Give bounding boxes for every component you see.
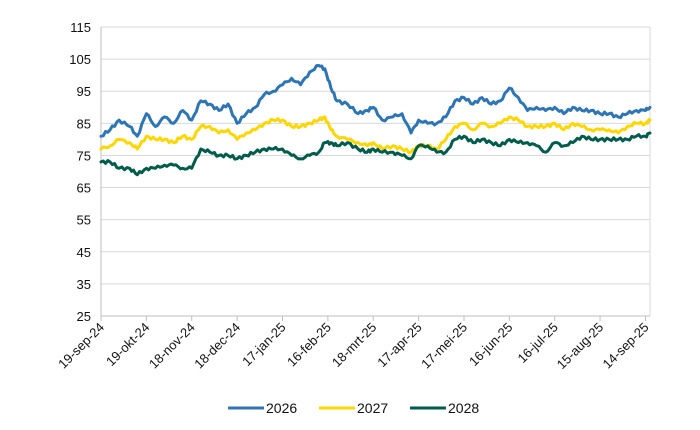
axes	[100, 27, 651, 317]
series-line-2028	[99, 131, 652, 177]
x-tick-label: 17-apr-25	[374, 320, 424, 370]
legend-label: 2027	[357, 400, 388, 416]
y-tick-label: 85	[77, 116, 91, 131]
series-lines	[99, 64, 652, 177]
x-tick-label: 19-sep-24	[55, 320, 107, 372]
x-tick-label: 18-mrt-25	[329, 320, 379, 370]
grid-lines	[101, 26, 650, 285]
y-tick-label: 55	[77, 213, 91, 228]
series-line-2027	[99, 115, 652, 155]
y-tick-label: 65	[77, 181, 91, 196]
y-tick-label: 35	[77, 277, 91, 292]
x-tick-label: 16-jul-25	[514, 320, 560, 366]
x-tick-label: 17-mei-25	[418, 320, 470, 372]
y-tick-label: 75	[77, 148, 91, 163]
x-tick-label: 14-sep-25	[600, 320, 652, 372]
legend-label: 2026	[266, 400, 297, 416]
x-tick-label: 19-okt-24	[103, 320, 152, 369]
legend-label: 2028	[448, 400, 479, 416]
series-line-2026	[99, 64, 652, 138]
x-tick-label: 16-feb-25	[284, 320, 334, 370]
y-tick-label: 95	[77, 84, 91, 99]
x-tick-label: 15-aug-25	[554, 320, 607, 373]
y-tick-label: 45	[77, 245, 91, 260]
y-tick-label: 25	[77, 309, 91, 324]
y-axis-ticks: 25 35 45 55 65 75 85 95 105 115	[69, 20, 91, 324]
y-tick-label: 115	[70, 20, 91, 35]
x-tick-label: 18-dec-24	[191, 320, 243, 372]
y-tick-label: 105	[69, 52, 91, 67]
x-tick-label: 17-jan-25	[239, 320, 288, 369]
legend: 2026 2027 2028	[228, 400, 479, 416]
x-axis-ticks: 19-sep-2419-okt-2418-nov-2418-dec-2417-j…	[55, 316, 652, 373]
x-tick-label: 16-jun-25	[466, 320, 515, 369]
x-tick-label: 18-nov-24	[146, 320, 198, 372]
